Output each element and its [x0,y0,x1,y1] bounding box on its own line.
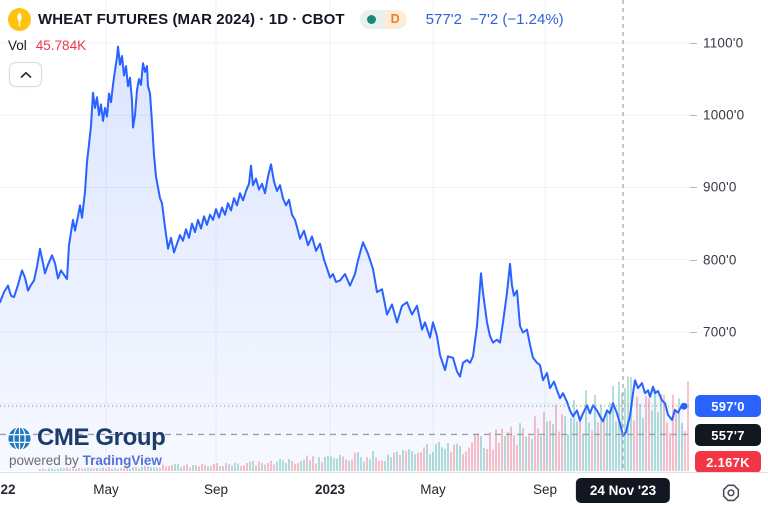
cme-group-logo-text: CME Group [37,424,166,451]
time-axis-label: Sep [203,482,229,497]
time-axis[interactable]: 24 Nov '23 22 May Sep 2023 May Sep [0,472,768,508]
price-axis-tick [690,259,697,261]
wheat-icon [17,12,22,26]
settings-gear-icon[interactable] [720,483,742,505]
time-axis-label: 22 [0,482,16,497]
price-change-text: −7'2 (−1.24%) [469,10,564,28]
collapse-legend-button[interactable] [9,62,42,87]
price-axis-label: 1000'0 [703,107,745,123]
price-axis-label: 1100'0 [703,35,744,51]
time-axis-label: May [93,482,119,497]
time-axis-label: 2023 [314,482,346,497]
price-axis-tick [690,43,697,44]
price-axis-tick [690,331,697,333]
market-open-pill [359,9,384,29]
wheat-symbol-icon [8,7,31,31]
time-axis-label: May [420,482,446,497]
volume-indicator-row[interactable]: Vol 45.784K [8,38,86,53]
volume-value-badge: 2.167K [695,451,761,473]
tradingview-brand-text[interactable]: TradingView [82,453,162,468]
area-fill [0,46,684,471]
interval-pill: D [383,9,407,29]
market-open-dot-icon [367,14,377,24]
symbol-title[interactable]: WHEAT FUTURES (MAR 2024) · 1D · CBOT [38,10,345,28]
price-axis-label: 700'0 [703,324,737,340]
volume-indicator-value: 45.784K [35,38,87,53]
price-chart[interactable] [0,0,690,472]
cme-globe-icon [7,425,32,451]
price-axis-label: 900'0 [703,179,737,195]
time-axis-label: Sep [532,482,558,497]
prev-settlement-badge: 557'7 [695,424,761,447]
price-axis-tick [690,115,697,117]
volume-bars [39,376,689,471]
last-price-badge: 597'0 [695,395,761,418]
quote-values: 577'2 −7'2 (−1.24%) [426,11,564,28]
volume-indicator-label: Vol [8,38,27,53]
symbol-header[interactable]: WHEAT FUTURES (MAR 2024) · 1D · CBOT D 5… [8,7,564,31]
last-price-text: 577'2 [425,10,462,28]
price-axis[interactable]: 597'0 557'7 2.167K 1100'0 1000'0 900'0 800'… [690,0,768,473]
gear-icon [722,484,740,502]
powered-by-text: powered by [9,453,79,468]
chevron-up-icon [20,71,31,78]
price-axis-label: 800'0 [703,252,737,268]
exchange-watermark: CME Group powered by TradingView [6,424,166,468]
last-price-dot [680,402,688,410]
crosshair-date-badge: 24 Nov '23 [575,478,671,503]
price-axis-tick [690,187,697,189]
market-status-pills[interactable]: D [359,9,407,29]
